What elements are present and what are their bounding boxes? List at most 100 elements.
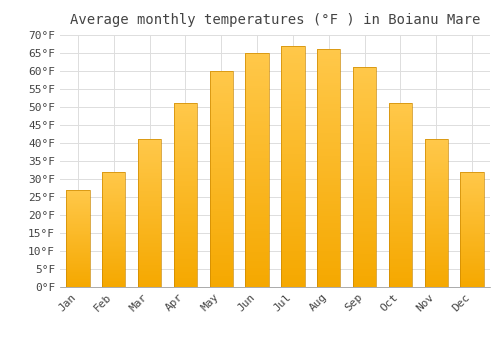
Bar (66, 248, 90, 249)
Bar (389, 265, 412, 267)
Bar (317, 187, 340, 190)
Bar (389, 172, 412, 173)
Bar (66, 266, 90, 267)
Bar (210, 71, 233, 73)
Bar (66, 281, 90, 282)
Bar (424, 191, 448, 193)
Bar (138, 153, 161, 154)
Bar (66, 244, 90, 245)
Bar (66, 201, 90, 202)
Bar (389, 169, 412, 172)
Bar (210, 158, 233, 160)
Bar (460, 182, 483, 183)
Bar (66, 220, 90, 221)
Bar (246, 149, 268, 151)
Bar (424, 262, 448, 264)
Bar (317, 216, 340, 218)
Bar (102, 202, 126, 203)
Bar (66, 215, 90, 216)
Bar (389, 120, 412, 122)
Bar (210, 147, 233, 149)
Bar (389, 162, 412, 164)
Bar (460, 186, 483, 187)
Bar (353, 285, 376, 287)
Bar (424, 220, 448, 222)
Bar (138, 231, 161, 232)
Bar (282, 152, 304, 154)
Bar (389, 135, 412, 136)
Bar (246, 224, 268, 226)
Bar (424, 268, 448, 269)
Bar (460, 268, 483, 270)
Bar (210, 71, 233, 287)
Bar (102, 210, 126, 211)
Bar (66, 211, 90, 212)
Bar (210, 198, 233, 201)
Bar (389, 191, 412, 193)
Bar (174, 258, 197, 259)
Bar (66, 224, 90, 225)
Title: Average monthly temperatures (°F ) in Boianu Mare: Average monthly temperatures (°F ) in Bo… (70, 13, 480, 27)
Bar (353, 267, 376, 270)
Bar (138, 166, 161, 167)
Bar (460, 174, 483, 175)
Bar (389, 122, 412, 124)
Bar (66, 228, 90, 229)
Bar (282, 234, 304, 236)
Bar (174, 276, 197, 278)
Bar (138, 169, 161, 170)
Bar (282, 46, 304, 287)
Bar (424, 184, 448, 185)
Bar (424, 243, 448, 244)
Bar (66, 283, 90, 284)
Bar (353, 234, 376, 237)
Bar (66, 276, 90, 277)
Bar (389, 248, 412, 250)
Bar (138, 182, 161, 184)
Bar (282, 51, 304, 53)
Bar (174, 113, 197, 114)
Bar (174, 164, 197, 166)
Bar (389, 151, 412, 153)
Bar (174, 234, 197, 236)
Bar (174, 237, 197, 239)
Bar (246, 123, 268, 126)
Bar (138, 234, 161, 235)
Bar (389, 181, 412, 182)
Bar (282, 244, 304, 246)
Bar (353, 131, 376, 133)
Bar (246, 109, 268, 112)
Bar (138, 176, 161, 178)
Bar (317, 170, 340, 173)
Bar (210, 209, 233, 211)
Bar (424, 196, 448, 197)
Bar (460, 206, 483, 208)
Bar (389, 140, 412, 142)
Bar (138, 265, 161, 266)
Bar (282, 142, 304, 145)
Bar (317, 90, 340, 92)
Bar (317, 261, 340, 263)
Bar (210, 103, 233, 106)
Bar (102, 255, 126, 256)
Bar (66, 245, 90, 246)
Bar (246, 254, 268, 257)
Bar (460, 196, 483, 197)
Bar (174, 138, 197, 140)
Bar (353, 113, 376, 116)
Bar (174, 278, 197, 280)
Bar (460, 267, 483, 268)
Bar (246, 116, 268, 119)
Bar (353, 215, 376, 217)
Bar (460, 264, 483, 265)
Bar (317, 244, 340, 247)
Bar (138, 209, 161, 210)
Bar (174, 259, 197, 261)
Bar (424, 222, 448, 224)
Bar (246, 72, 268, 74)
Bar (210, 140, 233, 142)
Bar (424, 187, 448, 188)
Bar (424, 147, 448, 148)
Bar (174, 125, 197, 127)
Bar (66, 256, 90, 257)
